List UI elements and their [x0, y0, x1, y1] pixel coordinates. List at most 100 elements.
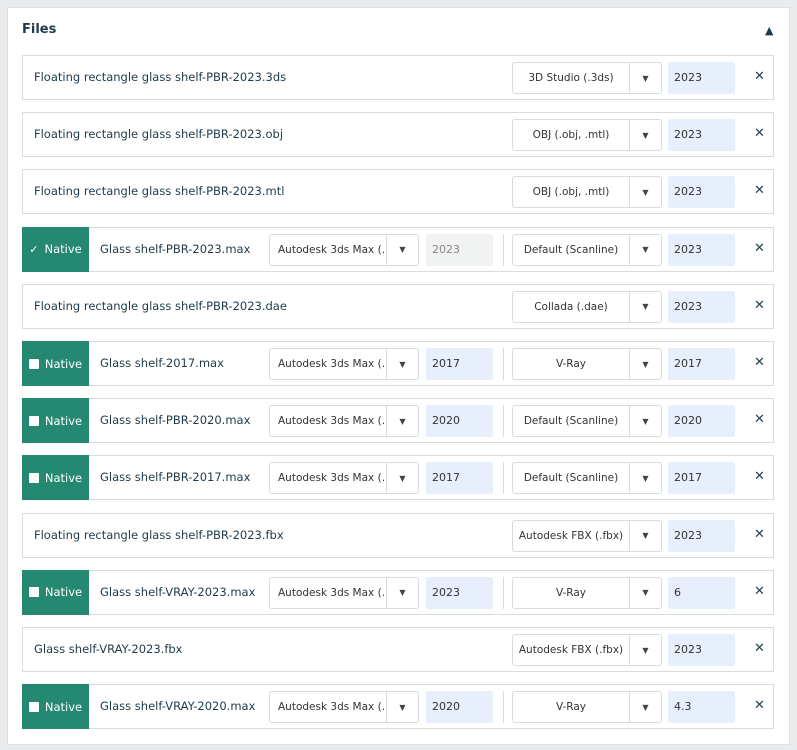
- format-select-value: Autodesk FBX (.fbx): [513, 520, 630, 551]
- remove-icon[interactable]: ✕: [754, 297, 765, 313]
- version-input[interactable]: 2017: [668, 462, 735, 495]
- remove-icon[interactable]: ✕: [754, 698, 765, 714]
- file-row: Native Glass shelf-VRAY-2023.max Autodesk …: [22, 569, 774, 615]
- software-version-input[interactable]: 2020: [426, 691, 493, 724]
- remove-icon[interactable]: ✕: [754, 412, 765, 428]
- caret-down-icon[interactable]: ▼: [642, 245, 649, 255]
- caret-down-icon[interactable]: ▼: [642, 130, 649, 140]
- native-toggle[interactable]: Native: [22, 455, 89, 501]
- version-input[interactable]: 2023: [668, 634, 735, 666]
- format-select[interactable]: OBJ (.obj, .mtl) ▼: [512, 176, 662, 209]
- caret-down-icon[interactable]: ▼: [642, 359, 649, 369]
- version-input[interactable]: 2017: [668, 348, 735, 380]
- file-row: Floating rectangle glass shelf-PBR-2023.…: [22, 512, 774, 558]
- remove-icon[interactable]: ✕: [754, 355, 765, 370]
- format-select-value: Collada (.dae): [513, 291, 630, 322]
- software-select[interactable]: Autodesk 3ds Max (... ▼: [269, 576, 419, 609]
- software-select[interactable]: Autodesk 3ds Max (... ▼: [269, 233, 419, 266]
- caret-down-icon[interactable]: ▼: [642, 588, 649, 598]
- format-select-value: 3D Studio (.3ds): [513, 63, 630, 93]
- remove-icon[interactable]: ✕: [754, 126, 765, 142]
- software-version-input[interactable]: 2020: [426, 405, 493, 438]
- version-input[interactable]: 4.3: [668, 691, 735, 724]
- format-select[interactable]: V-Ray ▼: [512, 691, 662, 724]
- file-row: Glass shelf-VRAY-2023.fbx Autodesk FBX (.…: [22, 627, 774, 672]
- format-select[interactable]: V-Ray ▼: [512, 576, 662, 609]
- format-select[interactable]: Default (Scanline) ▼: [512, 233, 662, 266]
- caret-down-icon[interactable]: ▼: [642, 302, 649, 312]
- format-select[interactable]: 3D Studio (.3ds) ▼: [512, 62, 662, 94]
- version-input[interactable]: 6: [668, 576, 735, 609]
- caret-down-icon[interactable]: ▼: [399, 588, 406, 598]
- native-label: Native: [44, 699, 83, 714]
- file-row: Native Glass shelf-VRAY-2020.max Autodesk …: [22, 684, 774, 730]
- checkbox[interactable]: [28, 472, 39, 483]
- version-input[interactable]: 2023: [668, 176, 735, 209]
- caret-down-icon[interactable]: ▼: [399, 359, 406, 369]
- software-select[interactable]: Autodesk 3ds Max (... ▼: [269, 405, 419, 438]
- format-select[interactable]: Default (Scanline) ▼: [512, 405, 662, 438]
- software-select[interactable]: Autodesk 3ds Max (... ▼: [269, 691, 419, 724]
- native-toggle[interactable]: Native: [22, 684, 89, 730]
- format-select[interactable]: Default (Scanline) ▼: [512, 462, 662, 495]
- version-input[interactable]: 2023: [668, 233, 735, 266]
- format-select[interactable]: V-Ray ▼: [512, 348, 662, 380]
- file-row: Floating rectangle glass shelf-PBR-2023.…: [22, 112, 774, 158]
- format-select-value: V-Ray: [513, 692, 630, 723]
- version-input[interactable]: 2023: [668, 62, 735, 94]
- caret-down-icon[interactable]: ▼: [399, 473, 406, 483]
- remove-icon[interactable]: ✕: [754, 526, 765, 542]
- software-version-input[interactable]: 2017: [426, 462, 493, 495]
- file-name: Glass shelf-PBR-2017.max: [100, 470, 251, 485]
- format-select-value: Default (Scanline): [513, 463, 630, 494]
- remove-icon[interactable]: ✕: [754, 69, 765, 84]
- divider: [503, 691, 504, 724]
- caret-down-icon[interactable]: ▼: [642, 702, 649, 712]
- software-version-input[interactable]: 2023: [426, 576, 493, 609]
- checkbox[interactable]: [28, 358, 39, 369]
- software-select[interactable]: Autodesk 3ds Max (... ▼: [269, 462, 419, 495]
- file-row: ✓ Native Glass shelf-PBR-2023.max Autodesk …: [22, 226, 774, 272]
- native-toggle[interactable]: Native: [22, 398, 89, 444]
- caret-down-icon[interactable]: ▼: [642, 473, 649, 483]
- version-input[interactable]: 2020: [668, 405, 735, 438]
- divider: [503, 233, 504, 266]
- checkbox[interactable]: [28, 587, 39, 598]
- software-version-input[interactable]: 2017: [426, 348, 493, 380]
- caret-down-icon[interactable]: ▼: [642, 645, 649, 655]
- caret-down-icon[interactable]: ▼: [399, 245, 406, 255]
- divider: [503, 576, 504, 609]
- format-select[interactable]: Collada (.dae) ▼: [512, 290, 662, 323]
- version-input[interactable]: 2023: [668, 519, 735, 552]
- remove-icon[interactable]: ✕: [754, 240, 765, 256]
- software-select-value: Autodesk 3ds Max (...: [270, 234, 387, 265]
- caret-down-icon[interactable]: ▼: [399, 416, 406, 426]
- format-select[interactable]: OBJ (.obj, .mtl) ▼: [512, 119, 662, 152]
- checkbox[interactable]: [28, 701, 39, 712]
- software-select[interactable]: Autodesk 3ds Max (... ▼: [269, 348, 419, 380]
- native-toggle[interactable]: Native: [22, 569, 89, 615]
- file-row: Native Glass shelf-2017.max Autodesk 3ds M…: [22, 341, 774, 386]
- chevron-up-icon[interactable]: ▲: [765, 24, 774, 37]
- native-toggle[interactable]: ✓ Native: [22, 226, 89, 272]
- remove-icon[interactable]: ✕: [754, 583, 765, 599]
- caret-down-icon[interactable]: ▼: [642, 416, 649, 426]
- caret-down-icon[interactable]: ▼: [642, 531, 649, 541]
- caret-down-icon[interactable]: ▼: [399, 702, 406, 712]
- files-panel: Files ▲ Floating rectangle glass shelf-P…: [7, 7, 790, 745]
- checkbox[interactable]: [28, 415, 39, 426]
- version-input[interactable]: 2023: [668, 119, 735, 152]
- remove-icon[interactable]: ✕: [754, 641, 765, 656]
- divider: [503, 348, 504, 380]
- file-row: Floating rectangle glass shelf-PBR-2023.…: [22, 55, 774, 100]
- remove-icon[interactable]: ✕: [754, 469, 765, 485]
- caret-down-icon[interactable]: ▼: [642, 187, 649, 197]
- format-select[interactable]: Autodesk FBX (.fbx) ▼: [512, 634, 662, 666]
- format-select[interactable]: Autodesk FBX (.fbx) ▼: [512, 519, 662, 552]
- native-toggle[interactable]: Native: [22, 341, 89, 386]
- remove-icon[interactable]: ✕: [754, 183, 765, 199]
- file-name: Glass shelf-2017.max: [100, 356, 224, 370]
- version-input[interactable]: 2023: [668, 290, 735, 323]
- caret-down-icon[interactable]: ▼: [642, 73, 649, 83]
- file-name: Floating rectangle glass shelf-PBR-2023.…: [34, 298, 287, 313]
